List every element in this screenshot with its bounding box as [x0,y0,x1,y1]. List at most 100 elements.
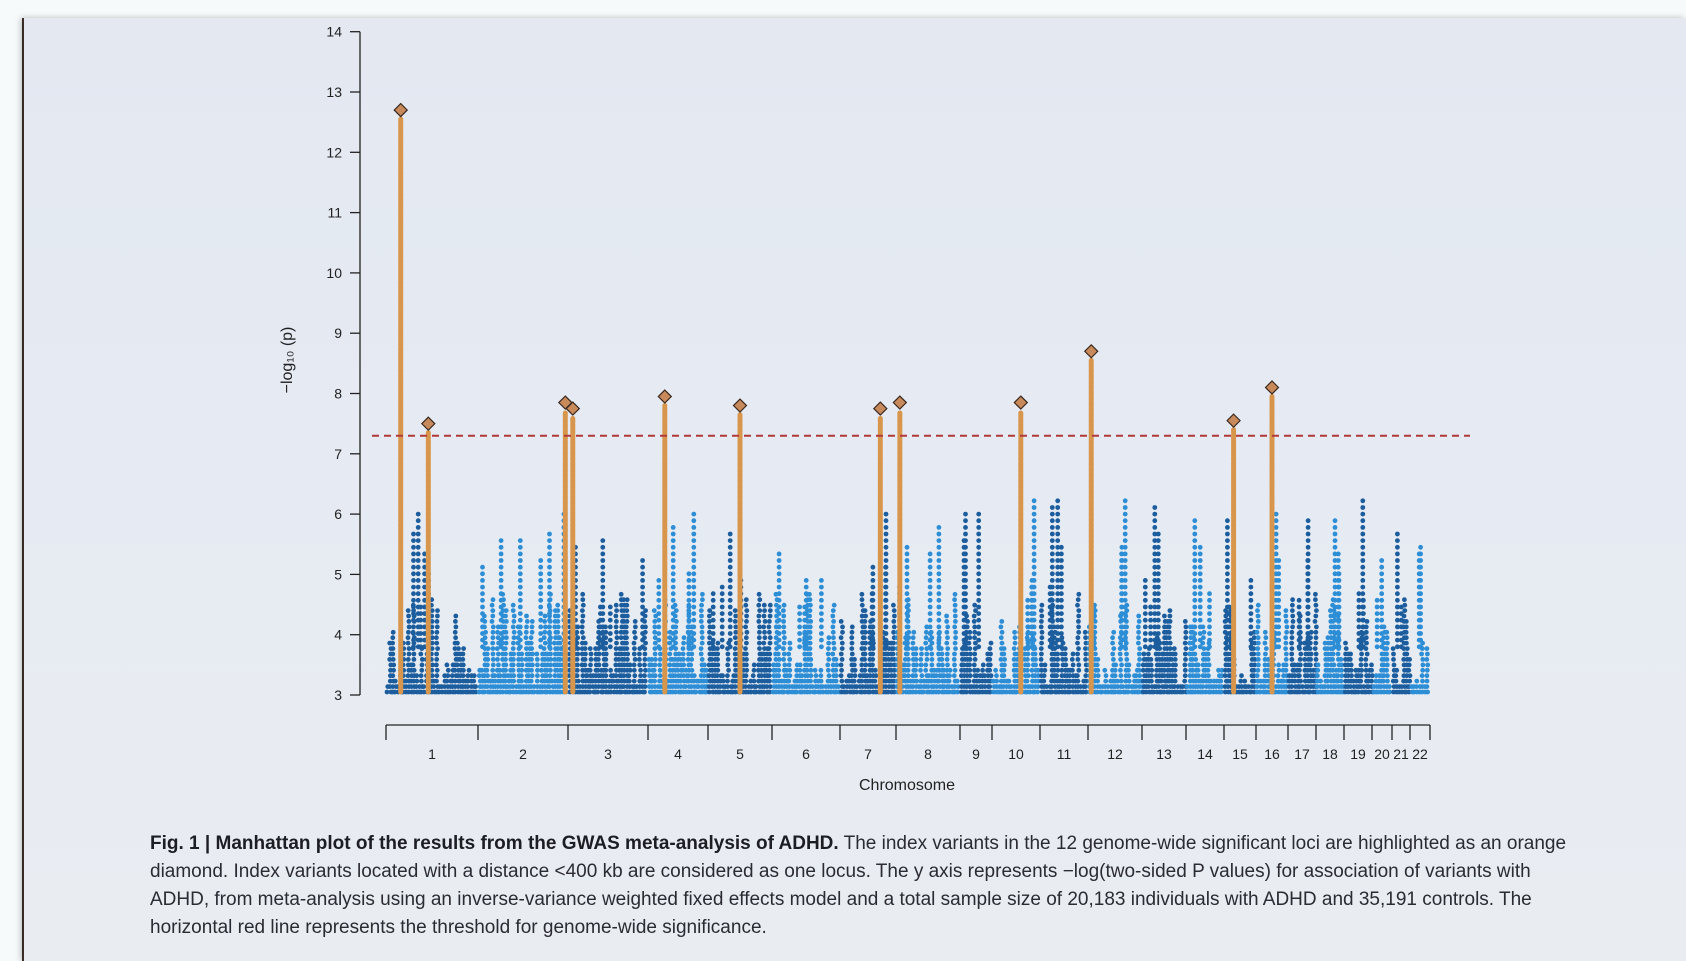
snp-point [419,657,425,662]
snp-point [1055,604,1061,610]
snp-point [1083,651,1089,657]
snp-point [946,689,952,695]
snp-point [656,604,662,610]
snp-point [691,673,697,679]
snp-point [1149,673,1154,679]
snp-point [951,673,957,679]
snp-point [699,635,705,641]
snp-point [1225,611,1230,616]
snp-point [1416,551,1422,557]
snp-point [415,518,421,524]
snp-point [607,617,613,623]
snp-point [1155,551,1161,557]
snp-point [1152,564,1158,570]
snp-point [455,640,460,646]
snp-point [1083,673,1089,679]
snp-point [652,684,658,689]
snp-point [580,602,586,608]
snp-point [1262,684,1268,689]
snp-point [1197,551,1203,557]
snp-point [952,662,957,668]
snp-point [1300,684,1305,689]
snp-point [1031,538,1037,543]
snp-point [1225,558,1230,563]
snp-point [819,637,824,643]
snp-point [1119,604,1125,610]
snp-point [1029,644,1035,650]
snp-point [387,657,393,662]
snp-point [430,662,435,668]
snp-point [803,591,809,597]
snp-point [1360,525,1366,530]
snp-point [1332,591,1338,597]
snp-point [883,597,888,603]
snp-point [1049,518,1055,524]
snp-point [781,689,787,695]
snp-point [445,673,451,679]
snp-point [480,564,485,570]
snp-point [460,673,466,679]
snp-point [1155,631,1161,636]
snp-point [1403,619,1409,624]
snp-point [826,657,832,662]
snp-point [683,684,688,689]
snp-point [1122,584,1128,590]
snp-point [1305,637,1311,643]
snp-point [502,624,508,630]
snp-point [444,662,450,668]
snp-point [1137,646,1143,651]
snp-point [1167,619,1173,624]
snp-point [953,629,958,635]
snp-point [710,617,716,623]
snp-point [1361,597,1366,603]
snp-point [517,604,523,610]
snp-point [640,558,645,563]
x-tick-label-chr-19: 19 [1350,746,1366,762]
snp-point [1152,544,1158,550]
snp-point [549,678,555,684]
snp-point [1084,667,1089,673]
snp-point [1112,667,1118,673]
snp-point [776,584,782,590]
y-axis-label: −log₁₀ (p) [279,327,296,394]
snp-point [1031,518,1037,524]
snp-point [691,544,697,550]
snp-point [649,662,654,668]
snp-point [927,564,933,570]
snp-point [961,631,967,636]
snp-point [1361,637,1366,643]
snp-point [1345,673,1351,679]
snp-point [1142,604,1148,610]
snp-point [480,597,485,603]
snp-point [658,651,663,657]
snp-point [1305,531,1311,537]
snp-point [1255,608,1260,613]
snp-point [1172,657,1178,662]
snp-point [839,678,845,684]
snp-point [883,531,889,537]
snp-point [961,624,967,630]
snp-point [1155,597,1161,603]
snp-point [490,597,496,603]
snp-point [503,640,509,646]
snp-point [1182,673,1188,679]
snp-point [1385,678,1390,684]
snp-point [819,644,824,650]
snp-point [411,644,416,650]
snp-point [1161,689,1167,695]
snp-point [704,667,709,673]
snp-point [1289,657,1295,662]
snp-point [807,640,813,646]
snp-point [528,640,534,646]
snp-point [704,678,709,684]
snp-point [1207,604,1212,610]
snp-point [870,657,876,662]
snp-point [1379,571,1385,577]
snp-point [782,662,788,668]
snp-point [905,667,911,673]
snp-point [498,617,504,623]
x-tick-label-chr-21: 21 [1393,746,1409,762]
snp-point [902,673,908,679]
snp-point [627,667,633,673]
snp-point [761,613,767,619]
